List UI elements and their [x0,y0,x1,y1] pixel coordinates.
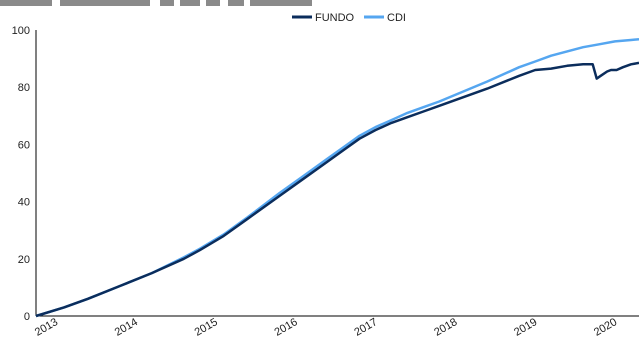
y-tick-label: 20 [18,254,30,266]
x-tick-label: 2016 [272,316,299,339]
legend: FUNDO CDI [292,12,406,24]
y-tick-label: 40 [18,197,30,209]
x-tick-group: 2013 2014 2015 2016 2017 2018 2019 2020 [33,316,619,339]
legend-label-cdi: CDI [387,12,406,24]
x-tick-label: 2018 [432,316,459,339]
y-tick-label: 60 [18,139,30,151]
legend-label-fundo: FUNDO [315,12,355,24]
y-tick-group: 0 20 40 60 80 100 [12,25,30,323]
series-line-fundo [35,61,639,318]
x-tick-label: 2013 [33,316,60,339]
x-tick-label: 2017 [352,316,379,339]
y-tick-label: 0 [24,311,30,323]
series-group [35,37,639,318]
x-tick-label: 2019 [512,316,539,339]
y-tick-label: 100 [12,25,30,37]
axes [35,30,639,317]
series-line-cdi [35,37,639,318]
x-tick-label: 2014 [113,316,140,339]
title-fragment [0,0,312,6]
y-tick-label: 80 [18,82,30,94]
x-tick-label: 2015 [193,316,220,339]
x-tick-label: 2020 [592,316,619,339]
